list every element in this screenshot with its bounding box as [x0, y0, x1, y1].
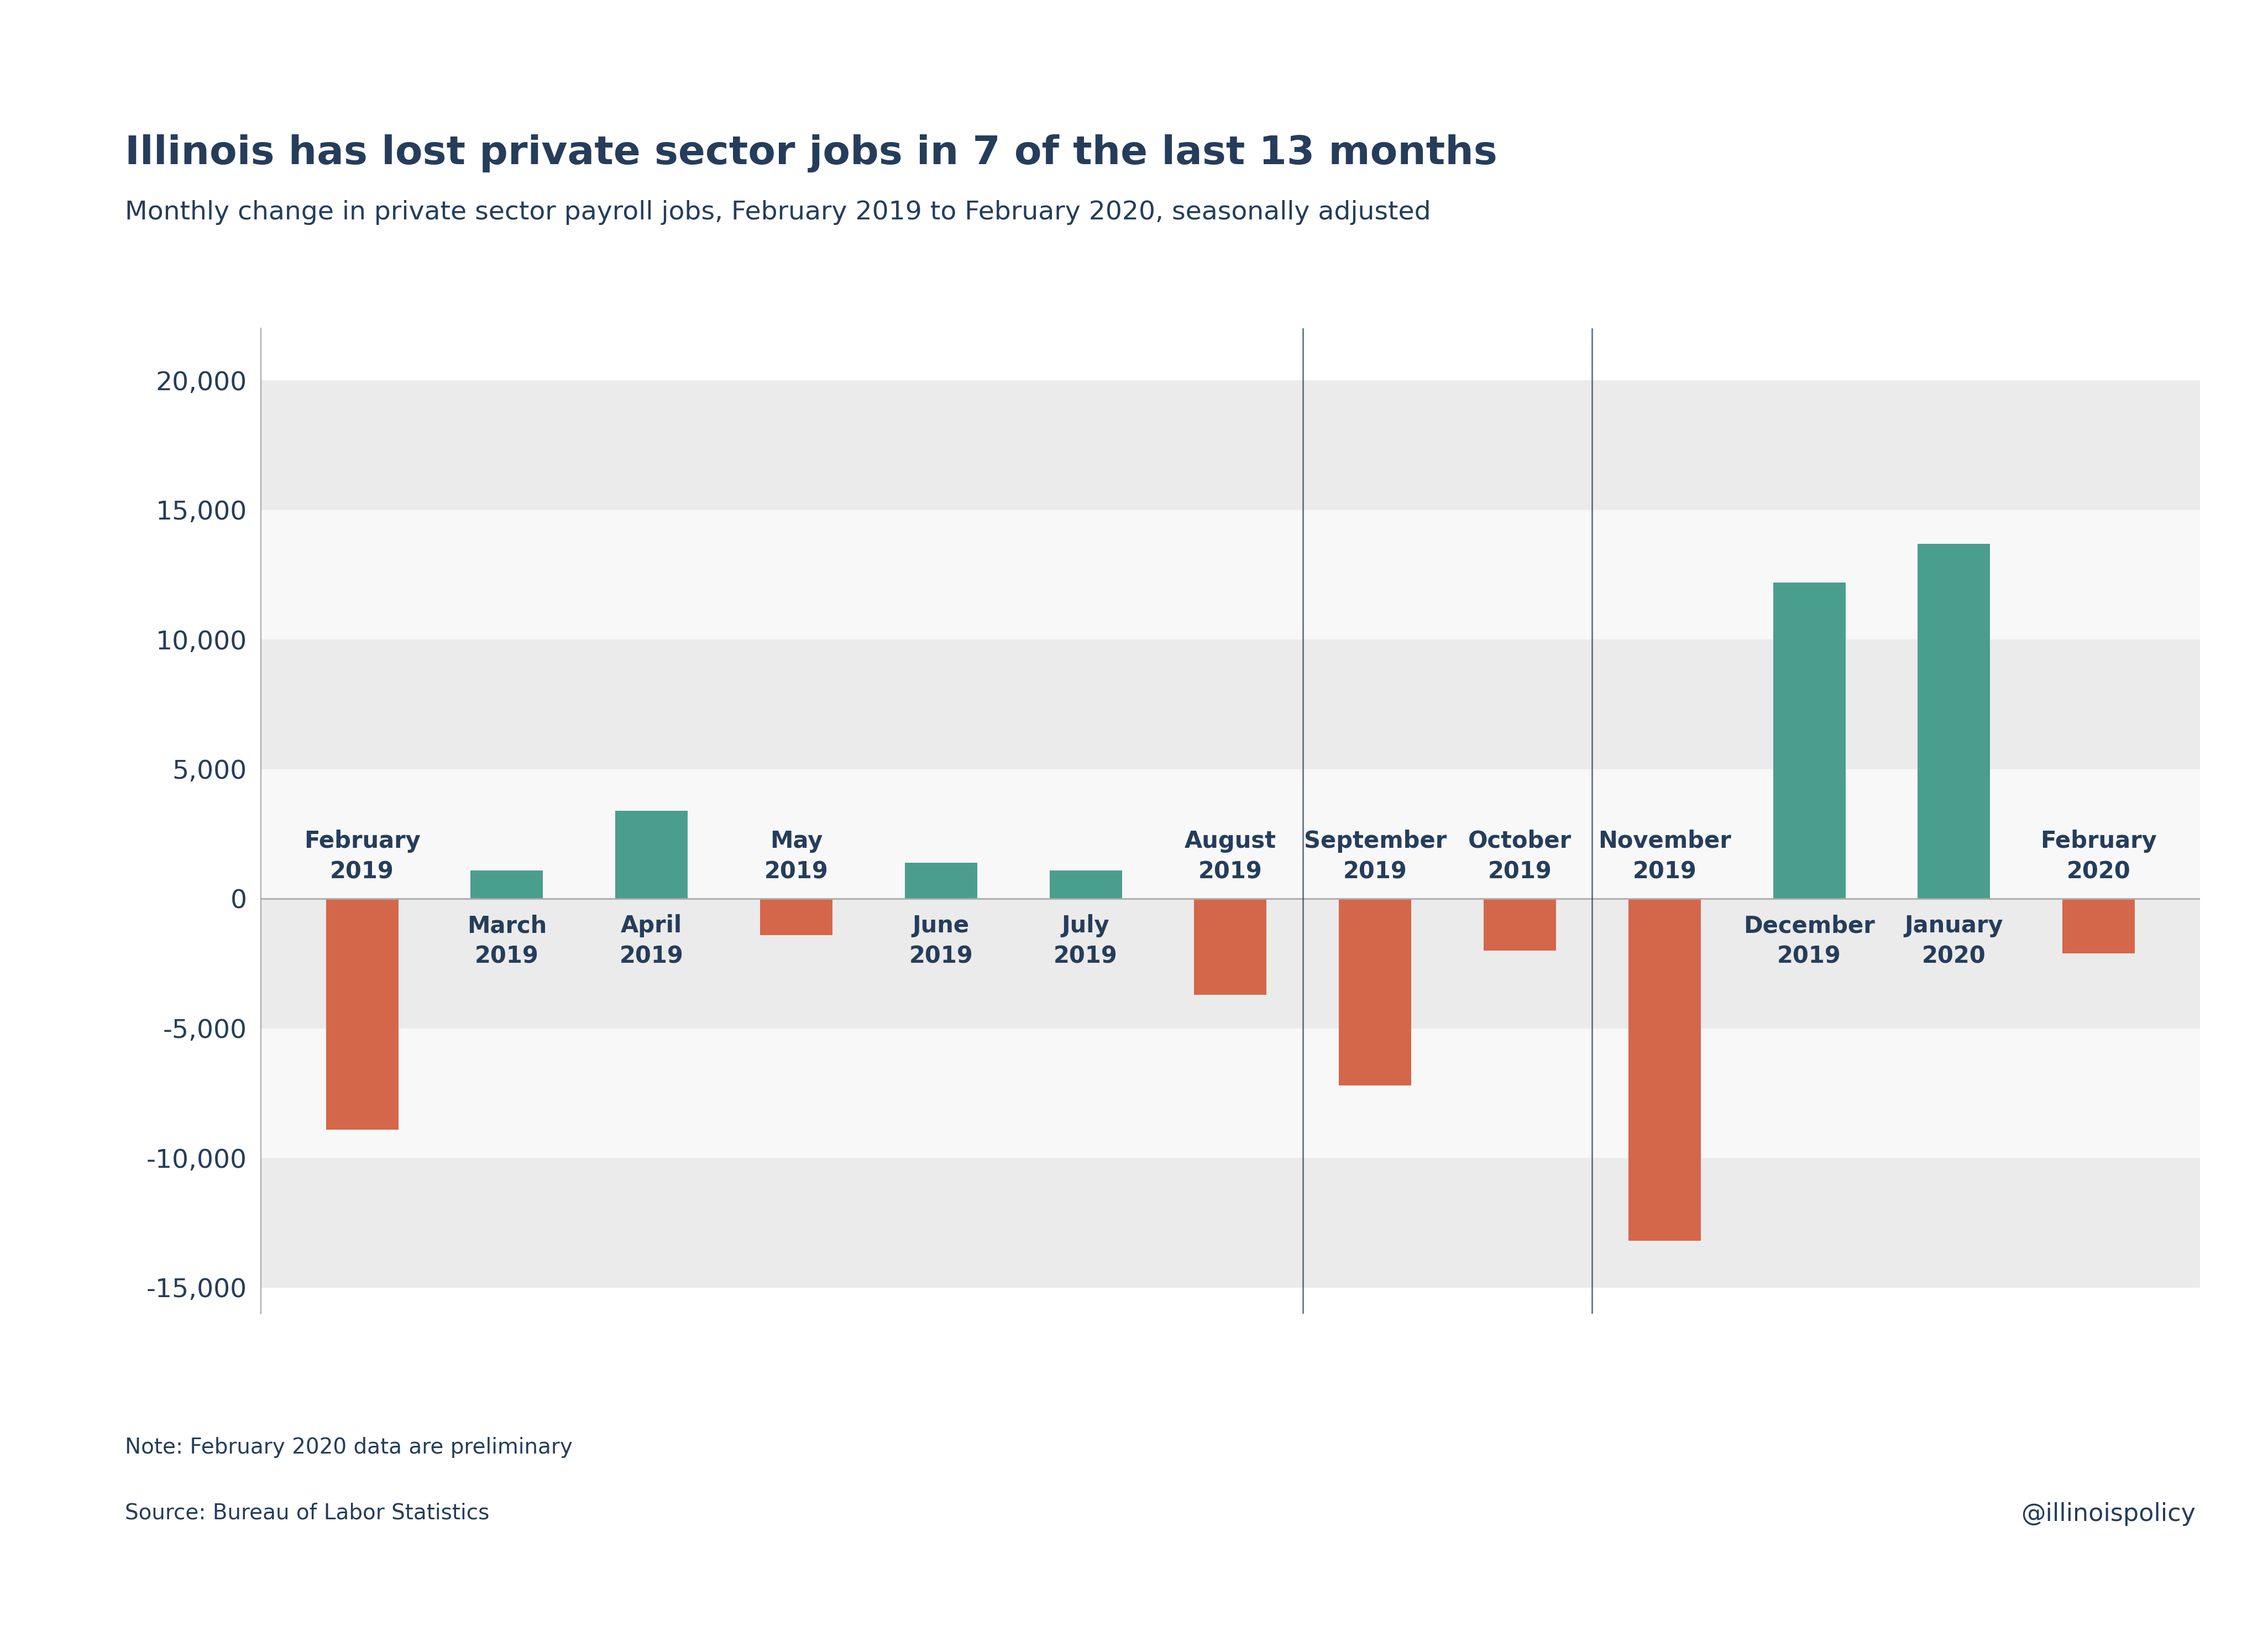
Text: Note: February 2020 data are preliminary: Note: February 2020 data are preliminary	[125, 1437, 572, 1458]
Bar	[905, 862, 978, 898]
Text: Source: Bureau of Labor Statistics: Source: Bureau of Labor Statistics	[125, 1502, 490, 1524]
Text: February
2019: February 2019	[304, 829, 420, 883]
Text: @illinoispolicy: @illinoispolicy	[2021, 1502, 2195, 1525]
Text: Monthly change in private sector payroll jobs, February 2019 to February 2020, s: Monthly change in private sector payroll…	[125, 200, 1431, 225]
Text: February
2020: February 2020	[2041, 829, 2157, 883]
Bar	[472, 870, 542, 898]
Text: August
2019: August 2019	[1184, 829, 1277, 883]
Bar	[1195, 898, 1266, 995]
Text: November
2019: November 2019	[1599, 829, 1730, 883]
Text: June
2019: June 2019	[909, 915, 973, 969]
Bar	[1338, 898, 1411, 1085]
Bar	[327, 898, 399, 1130]
Bar	[1919, 544, 1989, 898]
Bar	[1483, 898, 1556, 951]
Bar	[261, 511, 2200, 639]
Bar	[261, 898, 2200, 1028]
Bar	[1050, 870, 1123, 898]
Text: October
2019: October 2019	[1467, 829, 1572, 883]
Text: Illinois has lost private sector jobs in 7 of the last 13 months: Illinois has lost private sector jobs in…	[125, 135, 1497, 172]
Text: July
2019: July 2019	[1055, 915, 1118, 969]
Text: April
2019: April 2019	[619, 915, 683, 969]
Bar	[261, 639, 2200, 768]
Bar	[615, 811, 687, 898]
Bar	[261, 381, 2200, 511]
Bar	[1774, 583, 1846, 898]
Bar	[261, 1028, 2200, 1158]
Text: March
2019: March 2019	[467, 915, 547, 969]
Bar	[760, 898, 832, 934]
Text: January
2020: January 2020	[1905, 915, 2003, 969]
Bar	[261, 768, 2200, 898]
Text: December
2019: December 2019	[1744, 915, 1876, 969]
Bar	[1628, 898, 1701, 1241]
Bar	[2062, 898, 2134, 954]
Bar	[261, 1158, 2200, 1287]
Text: May
2019: May 2019	[764, 829, 828, 883]
Text: September
2019: September 2019	[1304, 829, 1447, 883]
